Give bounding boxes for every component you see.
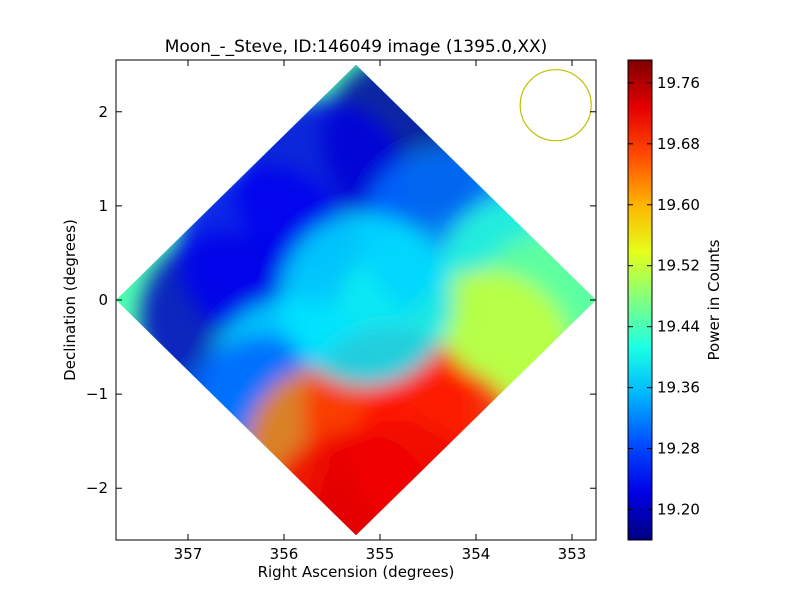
colorbar-tick-label: 19.44 (657, 318, 700, 336)
colorbar-tick-label: 19.36 (657, 379, 700, 397)
heatmap-sample (264, 430, 438, 536)
colorbar-label: Power in Counts (705, 239, 723, 360)
y-tick-label: −2 (86, 479, 108, 497)
y-tick-label: 1 (98, 197, 108, 215)
colorbar-tick-label: 19.20 (657, 501, 700, 519)
colorbar-tick-label: 19.28 (657, 440, 700, 458)
y-tick-label: −1 (86, 385, 108, 403)
y-axis-label: Declination (degrees) (61, 219, 79, 381)
colorbar-tick-label: 19.68 (657, 135, 700, 153)
x-axis: 357 356 355 354 353 (174, 60, 587, 563)
y-axis: 2 1 0 −1 −2 (86, 103, 596, 497)
chart-title: Moon_-_Steve, ID:146049 image (1395.0,XX… (165, 37, 548, 57)
x-axis-label: Right Ascension (degrees) (258, 563, 455, 581)
x-tick-label: 356 (270, 545, 299, 563)
colorbar-tick-label: 19.60 (657, 196, 700, 214)
x-tick-label: 353 (558, 545, 587, 563)
colorbar-tick-label: 19.52 (657, 257, 700, 275)
colorbar-tick-label: 19.76 (657, 74, 700, 92)
x-tick-label: 354 (462, 545, 491, 563)
y-tick-label: 2 (98, 103, 108, 121)
y-tick-label: 0 (98, 291, 108, 309)
beam-circle (519, 69, 592, 142)
x-tick-label: 357 (174, 545, 203, 563)
colorbar-ticks: 19.20 19.28 19.36 19.44 19.52 19.60 19.68 19.76 (628, 74, 700, 519)
colorbar (627, 59, 653, 541)
x-tick-label: 355 (366, 545, 395, 563)
heatmap-sample (279, 213, 452, 387)
